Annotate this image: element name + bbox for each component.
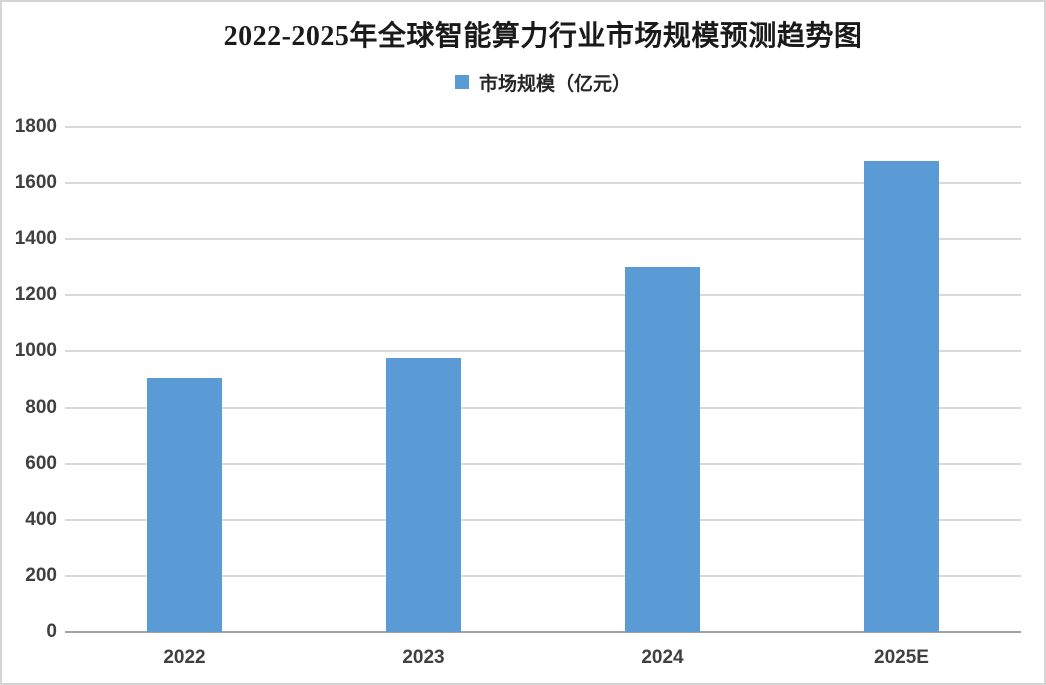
y-tick-label: 200 [25,564,57,586]
x-tick-label: 2024 [641,647,684,668]
gridline [65,126,1021,128]
y-tick-label: 400 [25,508,57,530]
y-tick-label: 800 [25,396,57,418]
gridline [65,518,1021,521]
y-tick-label: 1200 [14,284,57,306]
x-tick-label: 2022 [163,647,206,668]
bar-2022 [147,378,222,632]
y-tick-label: 1600 [14,172,57,194]
x-axis-line [65,631,1021,633]
bar-2025E [864,160,939,632]
gridline [65,462,1021,465]
x-tick-label: 2023 [402,647,445,668]
gridline [65,574,1021,577]
chart-title: 2022-2025年全球智能算力行业市场规模预测趋势图 [223,21,863,52]
legend: 市场规模（亿元） [65,71,1021,95]
legend-swatch-icon [454,75,469,89]
bar-2024 [625,267,700,632]
legend-label: 市场规模（亿元） [478,73,631,95]
y-tick-label: 1000 [14,340,57,362]
y-tick-label: 0 [46,621,57,642]
gridline [65,238,1021,241]
gridline [65,406,1021,409]
y-tick-label: 1800 [14,116,57,137]
gridline [65,182,1021,185]
y-tick-label: 1400 [14,228,57,250]
y-tick-label: 600 [25,452,57,474]
gridline [65,350,1021,353]
x-tick-label: 2025E [874,647,929,668]
gridline [65,294,1021,297]
bar-2023 [386,358,461,632]
